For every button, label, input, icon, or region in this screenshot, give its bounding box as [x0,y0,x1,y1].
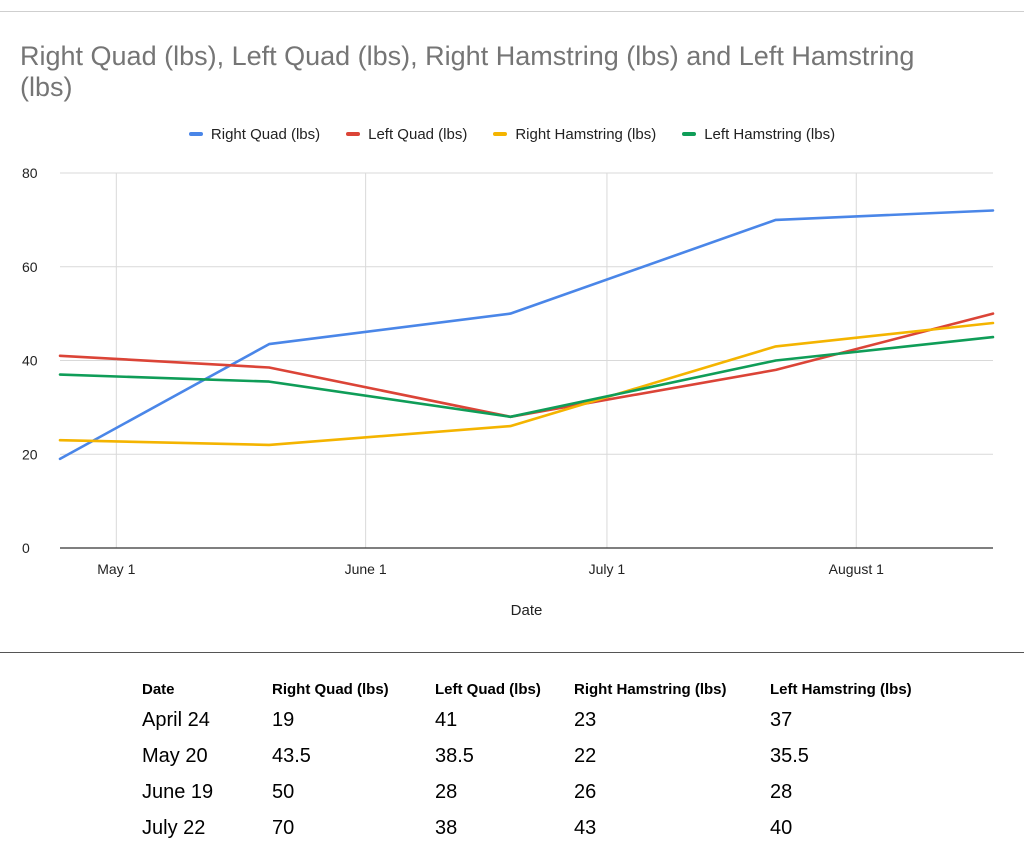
legend-label-right-quad: Right Quad (lbs) [210,125,321,143]
table-cell-left-hamstring: 40 [770,816,793,839]
table-cell-date: June 19 [142,780,214,803]
y-tick-label: 80 [22,165,38,181]
table-cell-date: April 24 [142,708,210,731]
x-tick-label: July 1 [589,561,626,577]
legend-item-right-hamstring[interactable]: Right Hamstring (lbs) [493,126,656,143]
table-row: June 19 50 28 26 28 [142,774,970,810]
line-chart-plot: 0 20 40 60 80 May 1 June 1 July 1 August 1 Date [22,165,995,619]
table-cell-right-hamstring: 43 [574,816,597,839]
table-cell-right-quad: 19 [272,708,295,731]
legend-label-left-hamstring: Left Hamstring (lbs) [704,125,836,143]
legend-label-left-quad: Left Quad (lbs) [368,125,468,143]
chart-title: Right Quad (lbs), Left Quad (lbs), Right… [20,41,915,102]
legend-swatch-left-hamstring [682,132,697,136]
table-cell-right-hamstring: 26 [574,780,597,803]
x-tick-label: August 1 [829,561,884,577]
y-tick-label: 20 [22,446,38,462]
legend-swatch-right-hamstring [493,132,508,136]
data-table: Date Right Quad (lbs) Left Quad (lbs) Ri… [142,676,970,846]
legend-item-left-hamstring[interactable]: Left Hamstring (lbs) [682,126,835,143]
table-cell-right-hamstring: 23 [574,708,597,731]
table-cell-right-quad: 43.5 [272,744,311,767]
x-tick-label: May 1 [97,561,135,577]
table-cell-left-hamstring: 28 [770,780,793,803]
table-cell-date: May 20 [142,744,208,767]
table-row: April 24 19 41 23 37 [142,702,970,738]
table-cell-right-hamstring: 22 [574,744,597,767]
series-line-left-hamstring [58,335,995,419]
table-cell-left-quad: 28 [435,780,458,803]
top-divider [0,11,1024,12]
series-line-right-quad [58,209,995,461]
y-tick-label: 60 [22,259,38,275]
legend-label-right-hamstring: Right Hamstring (lbs) [515,125,657,143]
table-header-left-hamstring: Left Hamstring (lbs) [770,680,912,698]
legend-swatch-right-quad [188,132,203,136]
table-cell-date: July 22 [142,816,206,839]
legend-swatch-left-quad [346,132,361,136]
x-axis-title: Date [511,602,543,619]
y-tick-label: 40 [22,353,38,369]
table-header-right-hamstring: Right Hamstring (lbs) [574,680,727,698]
table-cell-right-quad: 70 [272,816,295,839]
legend-item-right-quad[interactable]: Right Quad (lbs) [188,125,321,143]
series-line-right-hamstring [58,321,995,447]
table-header-row: Date Right Quad (lbs) Left Quad (lbs) Ri… [142,676,970,702]
table-cell-right-quad: 50 [272,780,295,803]
table-cell-left-quad: 41 [435,708,458,731]
table-header-date: Date [142,680,175,698]
table-cell-left-quad: 38 [435,816,458,839]
table-cell-left-hamstring: 37 [770,708,793,731]
x-tick-label: June 1 [345,561,387,577]
y-tick-label: 0 [22,540,30,556]
table-cell-left-quad: 38.5 [435,744,474,767]
chart-legend: Right Quad (lbs) Left Quad (lbs) Right H… [0,122,1024,146]
table-cell-left-hamstring: 35.5 [770,744,809,767]
series-line-left-quad [58,312,995,419]
table-header-left-quad: Left Quad (lbs) [435,680,541,698]
legend-item-left-quad[interactable]: Left Quad (lbs) [346,126,467,143]
chart-table-divider [0,652,1024,653]
table-row: May 20 43.5 38.5 22 35.5 [142,738,970,774]
table-header-right-quad: Right Quad (lbs) [272,680,389,698]
table-row: July 22 70 38 43 40 [142,810,970,846]
